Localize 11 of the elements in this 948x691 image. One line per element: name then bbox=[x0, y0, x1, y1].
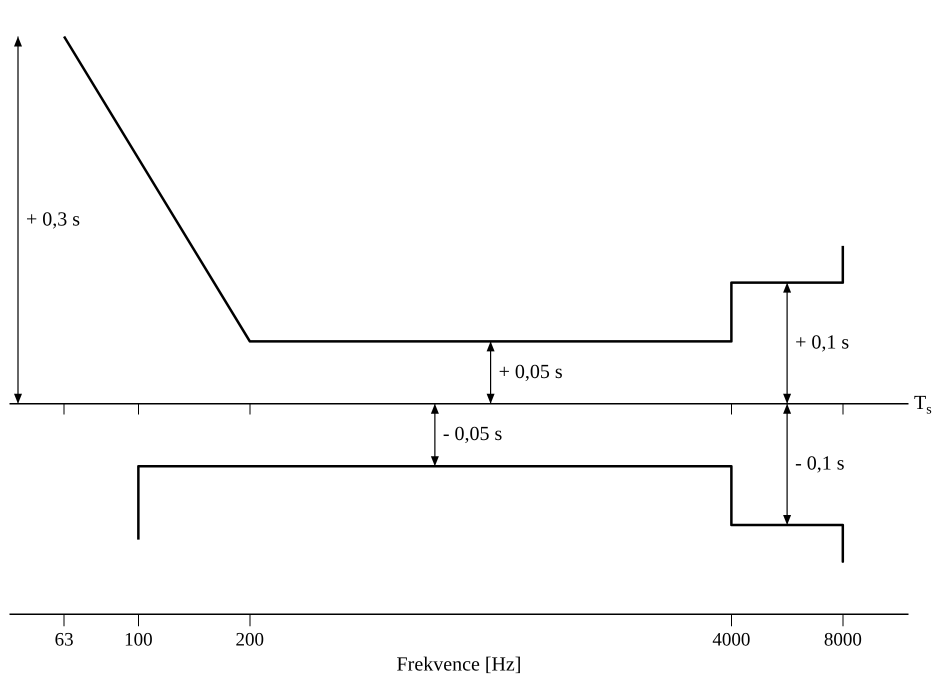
x-tick-label: 63 bbox=[54, 630, 74, 651]
x-axis-title: Frekvence [Hz] bbox=[396, 653, 522, 676]
annotation: + 0,3 s bbox=[26, 208, 80, 230]
annotation: + 0,1 s bbox=[795, 331, 850, 354]
annotation: + 0,05 s bbox=[498, 360, 563, 383]
x-tick-label: 200 bbox=[236, 630, 264, 651]
x-tick-label: 100 bbox=[124, 630, 153, 651]
annotation: - 0,1 s bbox=[795, 452, 845, 475]
annotation: - 0,05 s bbox=[442, 423, 503, 446]
x-tick-label: 4000 bbox=[712, 630, 750, 651]
x-tick-label: 8000 bbox=[824, 630, 862, 651]
